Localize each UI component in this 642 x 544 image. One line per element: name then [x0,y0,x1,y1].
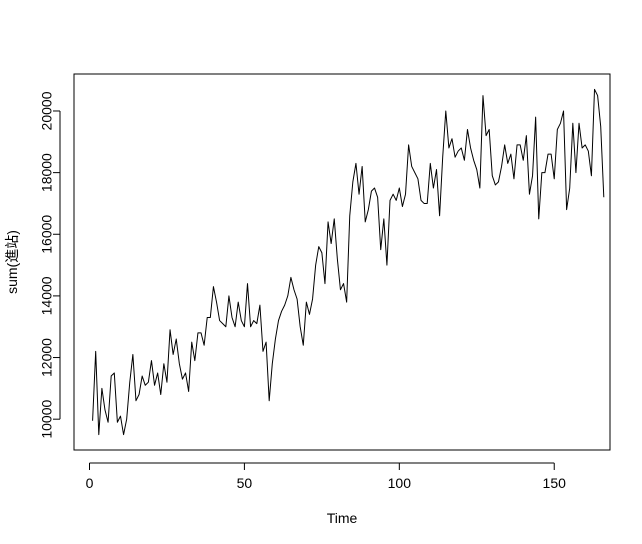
y-tick-label: 14000 [39,276,55,315]
y-tick-label: 12000 [39,338,55,377]
x-tick-label: 150 [543,475,567,491]
y-tick-label: 10000 [39,400,55,439]
x-tick-label: 0 [86,475,94,491]
series-line-0 [92,88,605,436]
x-tick-label: 100 [388,475,412,491]
series-layer [92,88,605,436]
y-tick-label: 18000 [39,153,55,192]
y-axis: 10000 12000 14000 16000 18000 20000 [39,91,61,439]
y-tick-label: 20000 [39,91,55,130]
y-axis-title: sum(進站) [4,230,20,294]
x-axis-title: Time [327,510,358,526]
x-tick-label: 50 [237,475,253,491]
plot-frame [73,73,611,451]
x-axis: 0 50 100 150 [86,462,567,491]
y-tick-label: 16000 [39,215,55,254]
